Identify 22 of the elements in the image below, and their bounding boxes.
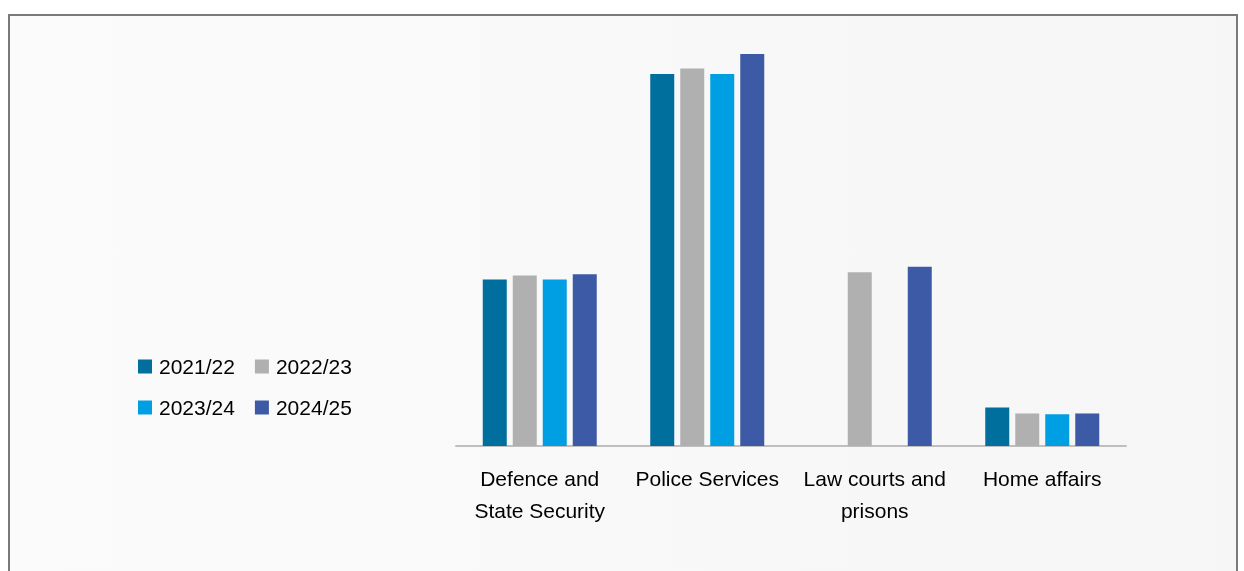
bar <box>512 275 537 446</box>
bar <box>847 272 872 446</box>
legend-label: 2024/25 <box>275 396 352 419</box>
bar <box>740 54 765 446</box>
legend-label: 2021/22 <box>159 355 235 378</box>
bar <box>985 407 1010 446</box>
bar <box>650 73 675 446</box>
x-tick-label: Defence and State Security <box>474 466 606 522</box>
bar <box>1015 413 1040 446</box>
x-tick-label: Law courts and prisons <box>803 466 946 522</box>
bar <box>572 274 597 446</box>
bar <box>710 73 735 446</box>
legend-label: 2022/23 <box>275 355 352 378</box>
x-tick-label: Home affairs <box>982 466 1102 490</box>
bar <box>482 279 507 446</box>
bar <box>1045 414 1070 446</box>
bar <box>1075 413 1100 446</box>
legend-label: 2023/24 <box>159 396 236 419</box>
bar <box>542 279 567 446</box>
bar <box>907 266 932 446</box>
bar <box>680 68 705 446</box>
x-tick-label: Police Services <box>635 466 780 490</box>
